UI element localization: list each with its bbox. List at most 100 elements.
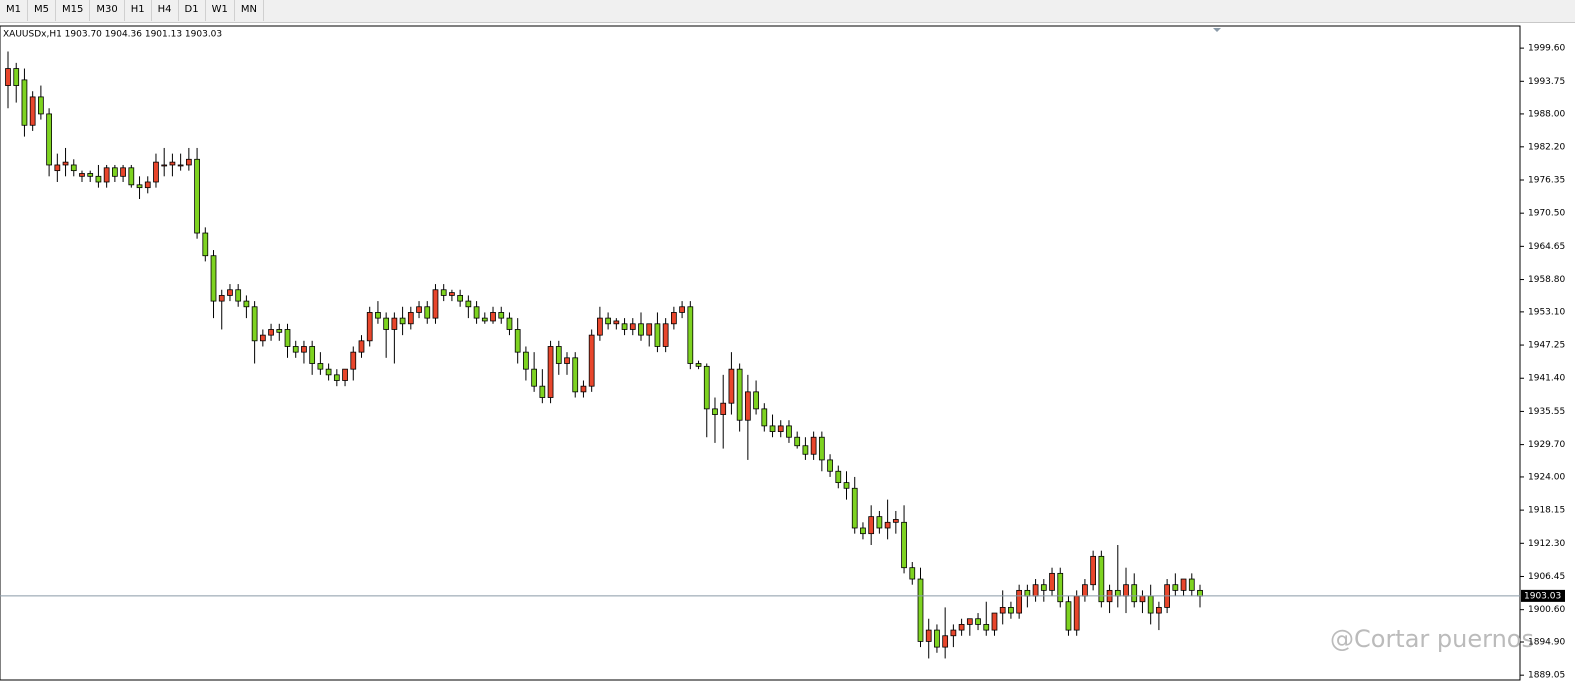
candle-body <box>925 629 932 642</box>
plot-frame <box>0 25 1521 681</box>
candle-body <box>21 79 28 126</box>
candle-body <box>1197 589 1203 597</box>
candle-body <box>144 181 151 189</box>
price-label-box <box>1521 589 1565 602</box>
candle-body <box>235 289 242 302</box>
timeframe-toolbar: M1 M5 M15 M30 H1 H4 D1 W1 MN <box>0 0 1575 23</box>
candle-body <box>276 329 283 333</box>
y-tick-label: 1958.80 <box>1528 275 1565 285</box>
candle-body <box>687 306 694 364</box>
candle-body <box>1139 595 1146 603</box>
candle-body <box>835 470 842 484</box>
candle-body <box>605 317 611 325</box>
candle-body <box>309 346 316 364</box>
timeframe-button[interactable]: M5 <box>28 0 56 21</box>
candle-body <box>177 164 184 167</box>
candle-body <box>966 618 973 625</box>
candle-body <box>383 317 390 330</box>
candle-body <box>720 402 727 415</box>
candle-body <box>136 184 143 189</box>
candle-body <box>153 161 159 183</box>
candle-body <box>284 329 291 347</box>
timeframe-button[interactable]: M30 <box>90 0 125 21</box>
timeframe-button[interactable]: M15 <box>56 0 91 21</box>
candle-body <box>523 351 529 370</box>
candle-body <box>769 425 776 432</box>
y-tick-label: 1929.70 <box>1528 440 1565 450</box>
candle-body <box>301 346 307 353</box>
candle-body <box>169 161 176 166</box>
timeframe-button[interactable]: W1 <box>206 0 235 21</box>
candle-body <box>942 635 949 648</box>
timeframe-button[interactable]: H1 <box>125 0 152 21</box>
candle-body <box>1016 589 1023 614</box>
candle-body <box>128 167 135 186</box>
candle-body <box>917 578 924 642</box>
candle-body <box>1008 606 1014 614</box>
y-tick-label: 1924.00 <box>1528 472 1565 482</box>
candle-body <box>909 567 916 580</box>
timeframe-button[interactable]: MN <box>235 0 264 21</box>
timeframe-button[interactable]: H4 <box>152 0 179 21</box>
candle-body <box>161 164 168 167</box>
candle-body <box>892 519 899 523</box>
candle-body <box>695 363 702 367</box>
candle-body <box>1114 589 1121 597</box>
candle-body <box>506 317 513 330</box>
candle-body <box>646 323 653 336</box>
candle-body <box>753 391 759 410</box>
y-tick-label: 1935.55 <box>1528 407 1565 417</box>
candle-body <box>268 329 274 336</box>
candle-body <box>728 368 735 404</box>
candle-body <box>629 323 636 330</box>
candle-body <box>449 292 455 296</box>
candle-body <box>547 346 554 398</box>
y-tick-label: 1976.35 <box>1528 175 1565 185</box>
candle-body <box>1057 572 1064 603</box>
candle-body <box>1040 584 1047 591</box>
candle-body <box>440 289 447 296</box>
candle-body <box>1098 555 1105 603</box>
timeframe-button[interactable]: D1 <box>179 0 206 21</box>
chart-title: XAUUSDx,H1 1903.70 1904.36 1901.13 1903.… <box>3 30 222 40</box>
candle-body <box>876 516 883 529</box>
candle-body <box>671 312 677 325</box>
candle-body <box>87 173 94 177</box>
candle-body <box>46 113 52 166</box>
candle-body <box>950 629 957 637</box>
candle-body <box>531 368 537 387</box>
candle-body <box>5 68 11 86</box>
candle-body <box>194 158 200 234</box>
chart: XAUUSDx,H1 1903.70 1904.36 1901.13 1903.… <box>0 25 1565 681</box>
candle-body <box>251 306 258 342</box>
candle-body <box>399 317 406 325</box>
candle-body <box>744 391 751 421</box>
candle-body <box>1156 606 1162 614</box>
candle-body <box>407 312 414 325</box>
candle-body <box>432 289 439 319</box>
candle-body <box>342 368 348 381</box>
candle-body <box>498 312 505 319</box>
candle-body <box>572 357 579 393</box>
timeframe-button[interactable]: M1 <box>0 0 28 21</box>
candle-body <box>991 612 998 631</box>
y-tick-label: 1953.10 <box>1528 307 1565 317</box>
candle-body <box>621 323 628 330</box>
candle-body <box>227 289 233 296</box>
candle-body <box>588 334 595 387</box>
candle-body <box>802 445 809 455</box>
candle-body <box>243 300 250 308</box>
candle-body <box>818 436 825 461</box>
y-tick-label: 1964.65 <box>1528 242 1565 252</box>
candle-body <box>1090 555 1096 586</box>
candle-body <box>613 320 620 325</box>
candle-body <box>810 436 817 455</box>
y-tick-label: 1999.60 <box>1528 44 1565 54</box>
candle-body <box>703 365 710 410</box>
candle-body <box>333 374 340 381</box>
candle-body <box>391 317 398 330</box>
candle-body <box>95 175 102 183</box>
y-tick-label: 1918.15 <box>1528 506 1565 516</box>
candle-body <box>851 487 858 529</box>
